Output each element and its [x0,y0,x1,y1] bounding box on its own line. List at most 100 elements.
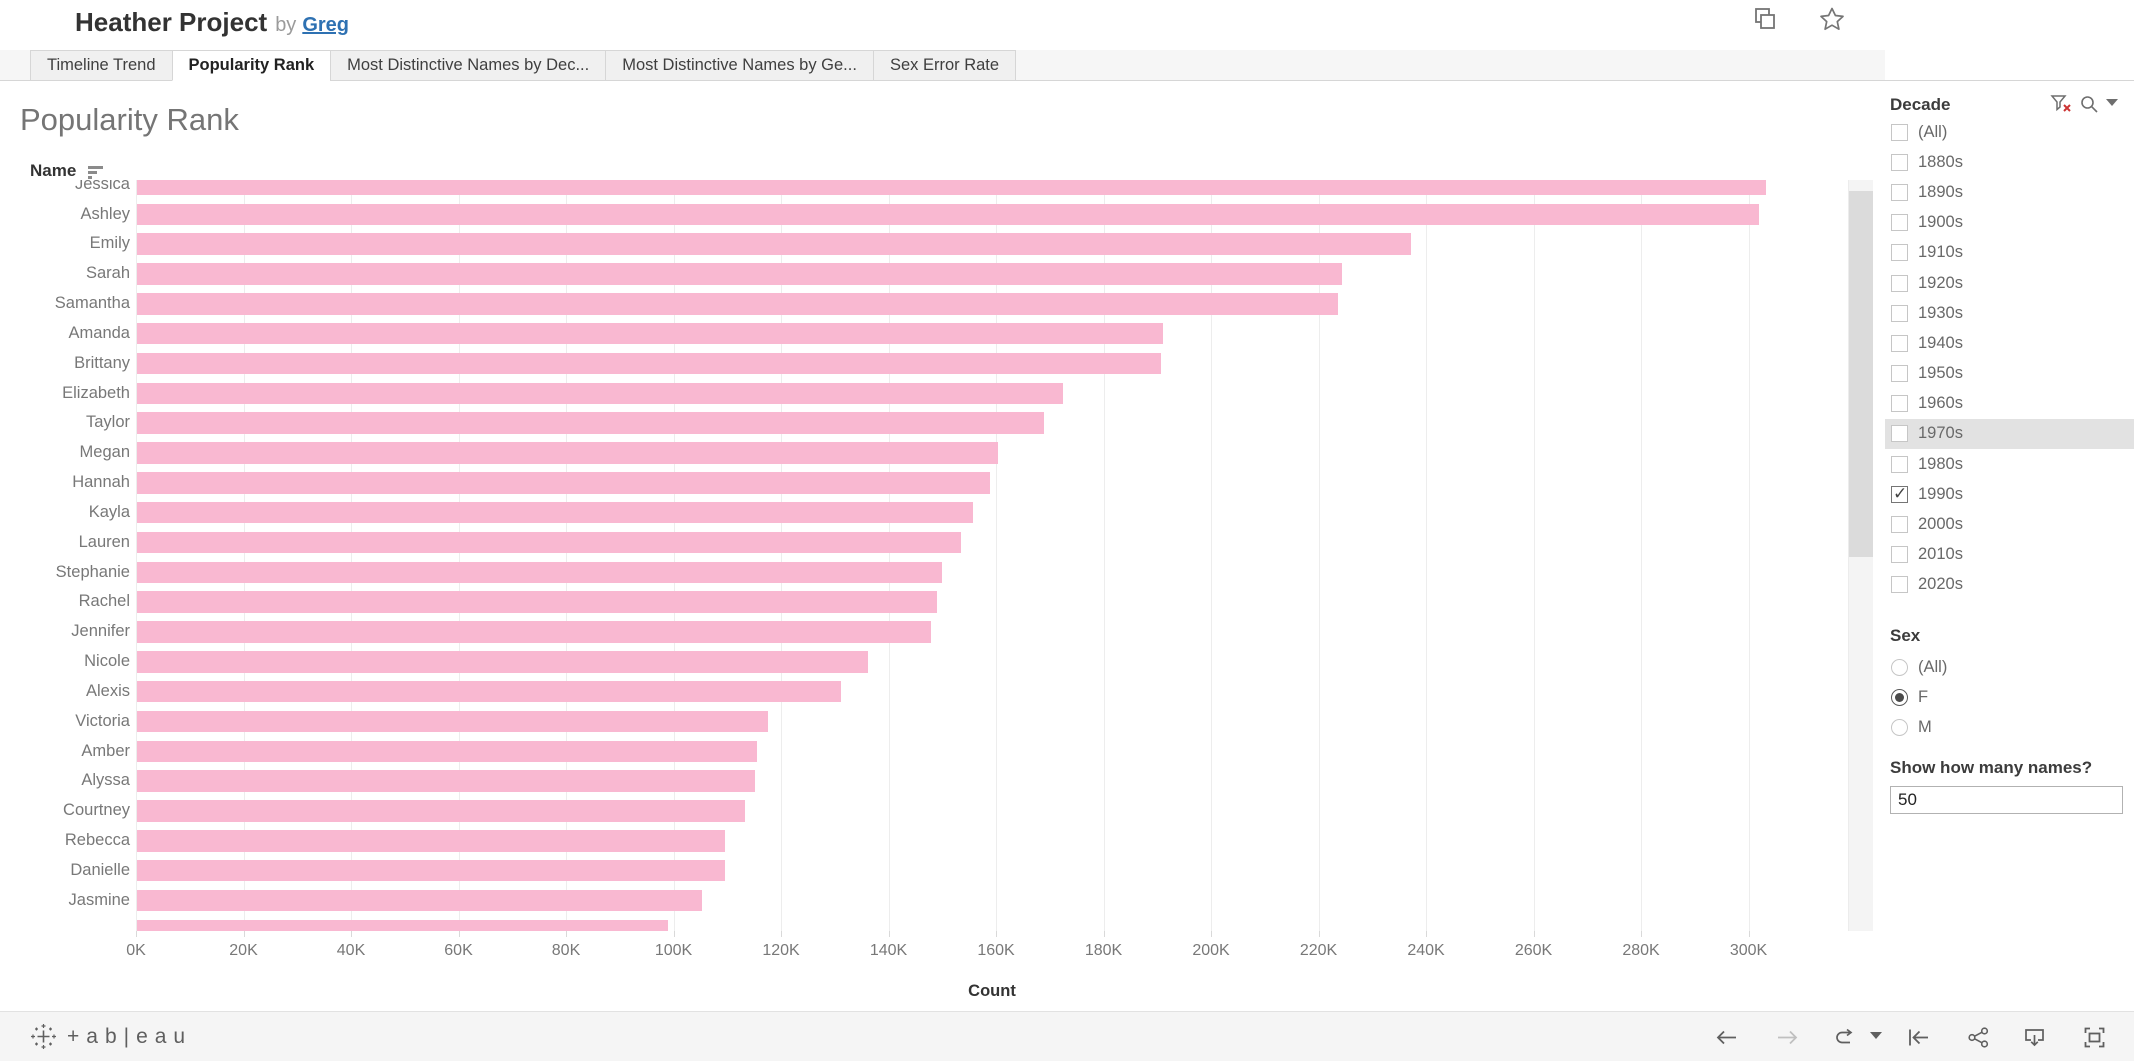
sex-option-f[interactable]: F [1885,682,2134,712]
chart-row[interactable]: Jasmine [0,886,1848,916]
decade-option-1940s[interactable]: 1940s [1885,328,2134,358]
radio-all[interactable] [1891,658,1908,676]
share-icon[interactable] [1966,1025,1991,1050]
tab-most-distinctive-names-by-dec[interactable]: Most Distinctive Names by Dec... [330,50,607,81]
decade-option-1960s[interactable]: 1960s [1885,389,2134,419]
sex-option-all[interactable]: (All) [1885,652,2134,682]
decade-option-1930s[interactable]: 1930s [1885,298,2134,328]
undo-icon[interactable] [1714,1025,1739,1050]
tab-timeline-trend[interactable]: Timeline Trend [30,50,173,81]
checkbox-1930s[interactable] [1891,304,1908,322]
sex-option-m[interactable]: M [1885,712,2134,742]
chart-row[interactable]: Megan [0,438,1848,468]
fullscreen-icon[interactable] [2082,1025,2107,1050]
tab-sex-error-rate[interactable]: Sex Error Rate [872,50,1017,81]
bar-courtney[interactable] [137,800,745,822]
chart-row[interactable]: Jessica [0,180,1848,200]
names-count-input[interactable] [1890,786,2123,814]
bar-emily[interactable] [137,233,1411,255]
checkbox-1890s[interactable] [1891,183,1908,201]
decade-option-1970s[interactable]: 1970s [1885,418,2134,450]
checkbox-1950s[interactable] [1891,365,1908,383]
chart-row[interactable]: Samantha [0,289,1848,319]
decade-option-1920s[interactable]: 1920s [1885,268,2134,298]
search-icon[interactable] [2078,93,2100,115]
tab-most-distinctive-names-by-ge[interactable]: Most Distinctive Names by Ge... [605,50,874,81]
checkbox-2020s[interactable] [1891,576,1908,594]
chart-row[interactable]: Brittany [0,349,1848,379]
bar-megan[interactable] [137,442,998,464]
bar-ashley[interactable] [137,203,1759,226]
bar-jessica[interactable] [137,180,1766,196]
star-favorite-icon[interactable] [1818,5,1846,33]
chart-row[interactable]: Kayla [0,498,1848,528]
bar-nicole[interactable] [137,651,868,673]
decade-option-1890s[interactable]: 1890s [1885,177,2134,207]
bar-alexis[interactable] [137,680,841,703]
chart-row[interactable]: Rebecca [0,826,1848,856]
chart-row[interactable]: Alexis [0,677,1848,707]
chart-row[interactable]: Nicole [0,647,1848,677]
chart-row[interactable]: Ashley [0,200,1848,230]
decade-option-1910s[interactable]: 1910s [1885,238,2134,268]
radio-f[interactable] [1891,688,1908,706]
bar-hannah[interactable] [137,472,990,494]
checkbox-1960s[interactable] [1891,395,1908,413]
bar-alyssa[interactable] [137,770,755,792]
chart-row[interactable]: Amber [0,737,1848,767]
checkbox-1940s[interactable] [1891,334,1908,352]
duplicate-icon[interactable] [1751,5,1779,33]
checkbox-2010s[interactable] [1891,546,1908,564]
decade-option-1990s[interactable]: 1990s [1885,479,2134,509]
author-link[interactable]: Greg [302,14,349,36]
bar-lauren[interactable] [137,531,961,554]
chart-scrollbar-thumb[interactable] [1849,191,1873,557]
tab-popularity-rank[interactable]: Popularity Rank [171,50,332,81]
checkbox-1970s[interactable] [1891,425,1908,443]
filter-clear-icon[interactable] [2050,93,2072,115]
chart-row[interactable]: Elizabeth [0,379,1848,409]
bar-elizabeth[interactable] [137,382,1063,405]
decade-option-2000s[interactable]: 2000s [1885,509,2134,539]
replay-caret-down-icon[interactable] [1870,1032,1895,1057]
chart-row[interactable]: Danielle [0,856,1848,886]
chart-row[interactable]: Victoria [0,707,1848,737]
checkbox-1980s[interactable] [1891,455,1908,473]
caret-down-icon[interactable] [2106,99,2128,121]
decade-option-all[interactable]: (All) [1885,117,2134,147]
bar-victoria[interactable] [137,710,768,733]
bar-jasmine[interactable] [137,889,702,912]
tableau-logo[interactable]: +ab|eau [30,1023,192,1050]
chart-row[interactable]: Lauren [0,528,1848,558]
bar-brittany[interactable] [137,352,1161,375]
decade-option-2010s[interactable]: 2010s [1885,540,2134,570]
chart-row[interactable]: Amanda [0,319,1848,349]
decade-option-1980s[interactable]: 1980s [1885,449,2134,479]
checkbox-1900s[interactable] [1891,214,1908,232]
bar-sarah[interactable] [137,263,1342,285]
bar-samantha[interactable] [137,293,1338,315]
checkbox-1910s[interactable] [1891,244,1908,262]
row-header-label[interactable]: Name [30,161,77,180]
decade-option-1950s[interactable]: 1950s [1885,359,2134,389]
chart-row[interactable]: Alyssa [0,766,1848,796]
checkbox-1880s[interactable] [1891,153,1908,171]
chart-row[interactable]: Rachel [0,587,1848,617]
chart-row[interactable]: Stephanie [0,558,1848,588]
chart-row[interactable] [0,916,1848,931]
checkbox-1990s[interactable] [1891,484,1908,504]
chart-row[interactable]: Courtney [0,796,1848,826]
bar-stephanie[interactable] [137,561,942,584]
bar-danielle[interactable] [137,859,725,882]
bar-partial[interactable] [137,919,668,931]
chart-row[interactable]: Sarah [0,259,1848,289]
bar-amanda[interactable] [137,322,1163,345]
checkbox-all[interactable] [1891,123,1908,141]
chart-row[interactable]: Hannah [0,468,1848,498]
bar-taylor[interactable] [137,412,1044,434]
radio-m[interactable] [1891,718,1908,736]
download-icon[interactable] [2022,1025,2047,1050]
chart-row[interactable]: Taylor [0,408,1848,438]
redo-icon[interactable] [1775,1025,1800,1050]
bar-rachel[interactable] [137,591,937,613]
